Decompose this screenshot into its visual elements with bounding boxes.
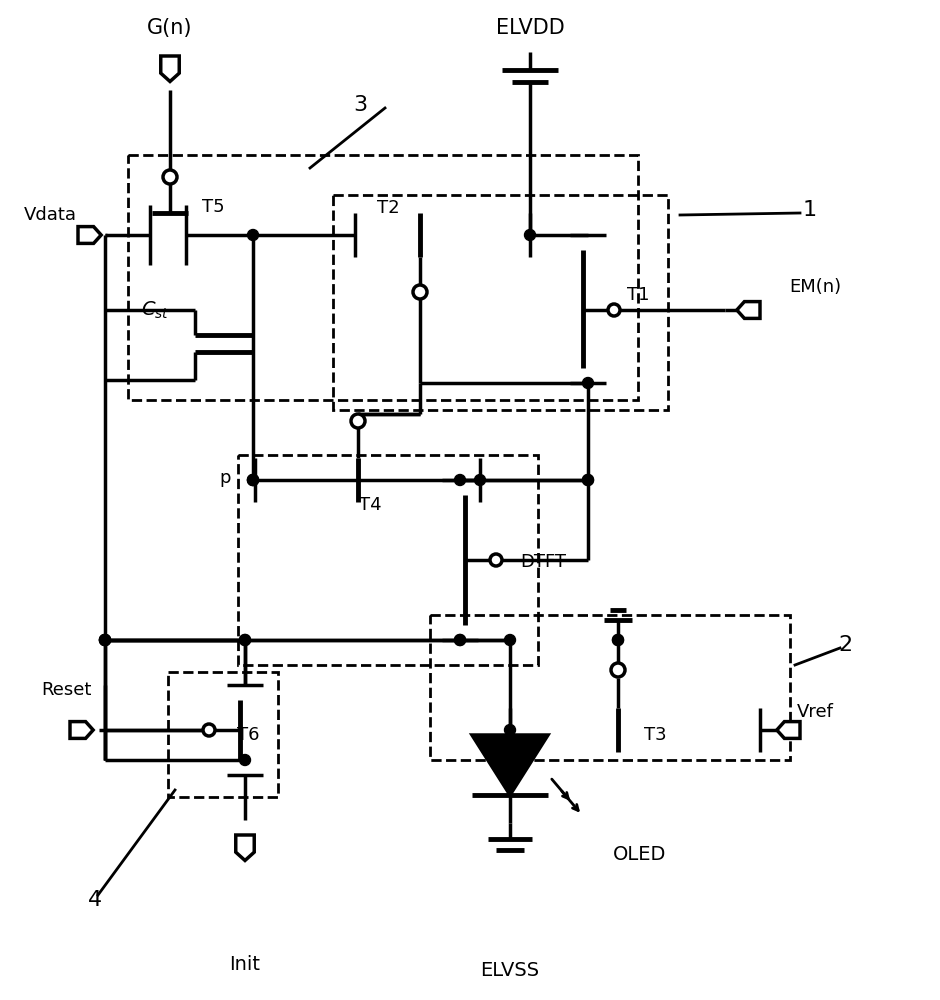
Circle shape <box>613 635 623 646</box>
Polygon shape <box>236 835 254 860</box>
Text: T2: T2 <box>377 199 399 217</box>
Text: Vref: Vref <box>796 703 834 721</box>
Circle shape <box>505 724 515 736</box>
Polygon shape <box>70 722 93 738</box>
Bar <box>430 615 790 760</box>
Circle shape <box>247 230 258 240</box>
Text: Vdata: Vdata <box>24 206 76 224</box>
Text: T3: T3 <box>644 726 666 744</box>
Circle shape <box>490 554 502 566</box>
Circle shape <box>163 170 177 184</box>
Bar <box>333 195 668 410</box>
Circle shape <box>413 285 427 299</box>
Circle shape <box>100 635 111 646</box>
Circle shape <box>100 635 111 646</box>
Text: T5: T5 <box>202 198 225 216</box>
Circle shape <box>100 635 111 646</box>
Text: DTFT: DTFT <box>520 553 566 571</box>
Text: Reset: Reset <box>40 681 91 699</box>
Text: G(n): G(n) <box>148 18 193 38</box>
Polygon shape <box>161 56 180 81</box>
Polygon shape <box>737 302 760 318</box>
Text: 1: 1 <box>803 200 817 220</box>
Text: T1: T1 <box>627 286 650 304</box>
Text: 4: 4 <box>88 890 102 910</box>
Circle shape <box>608 304 620 316</box>
Polygon shape <box>776 722 800 738</box>
Bar <box>128 155 638 400</box>
Circle shape <box>475 475 485 486</box>
Text: 3: 3 <box>352 95 367 115</box>
Circle shape <box>583 475 593 486</box>
Circle shape <box>240 754 250 766</box>
Circle shape <box>203 724 215 736</box>
Circle shape <box>455 475 465 486</box>
Circle shape <box>583 475 593 486</box>
Text: p: p <box>219 469 230 487</box>
Circle shape <box>611 663 625 677</box>
Circle shape <box>247 475 258 486</box>
Text: Init: Init <box>229 956 260 974</box>
Bar <box>168 672 278 797</box>
Circle shape <box>240 635 250 646</box>
Circle shape <box>613 635 623 646</box>
Text: OLED: OLED <box>613 846 666 864</box>
Text: ELVDD: ELVDD <box>495 18 564 38</box>
Circle shape <box>247 475 258 486</box>
Polygon shape <box>78 227 102 243</box>
Text: T4: T4 <box>359 496 382 514</box>
Text: EM(n): EM(n) <box>789 278 841 296</box>
Text: $C_{st}$: $C_{st}$ <box>141 299 169 321</box>
Circle shape <box>583 377 593 388</box>
Circle shape <box>525 230 536 240</box>
Circle shape <box>240 635 250 646</box>
Circle shape <box>100 635 111 646</box>
Polygon shape <box>472 735 548 795</box>
Circle shape <box>351 414 365 428</box>
Bar <box>238 455 538 665</box>
Circle shape <box>455 635 465 646</box>
Text: T6: T6 <box>237 726 259 744</box>
Circle shape <box>505 635 515 646</box>
Circle shape <box>247 475 258 486</box>
Text: ELVSS: ELVSS <box>480 960 540 980</box>
Text: 2: 2 <box>838 635 852 655</box>
Circle shape <box>455 635 465 646</box>
